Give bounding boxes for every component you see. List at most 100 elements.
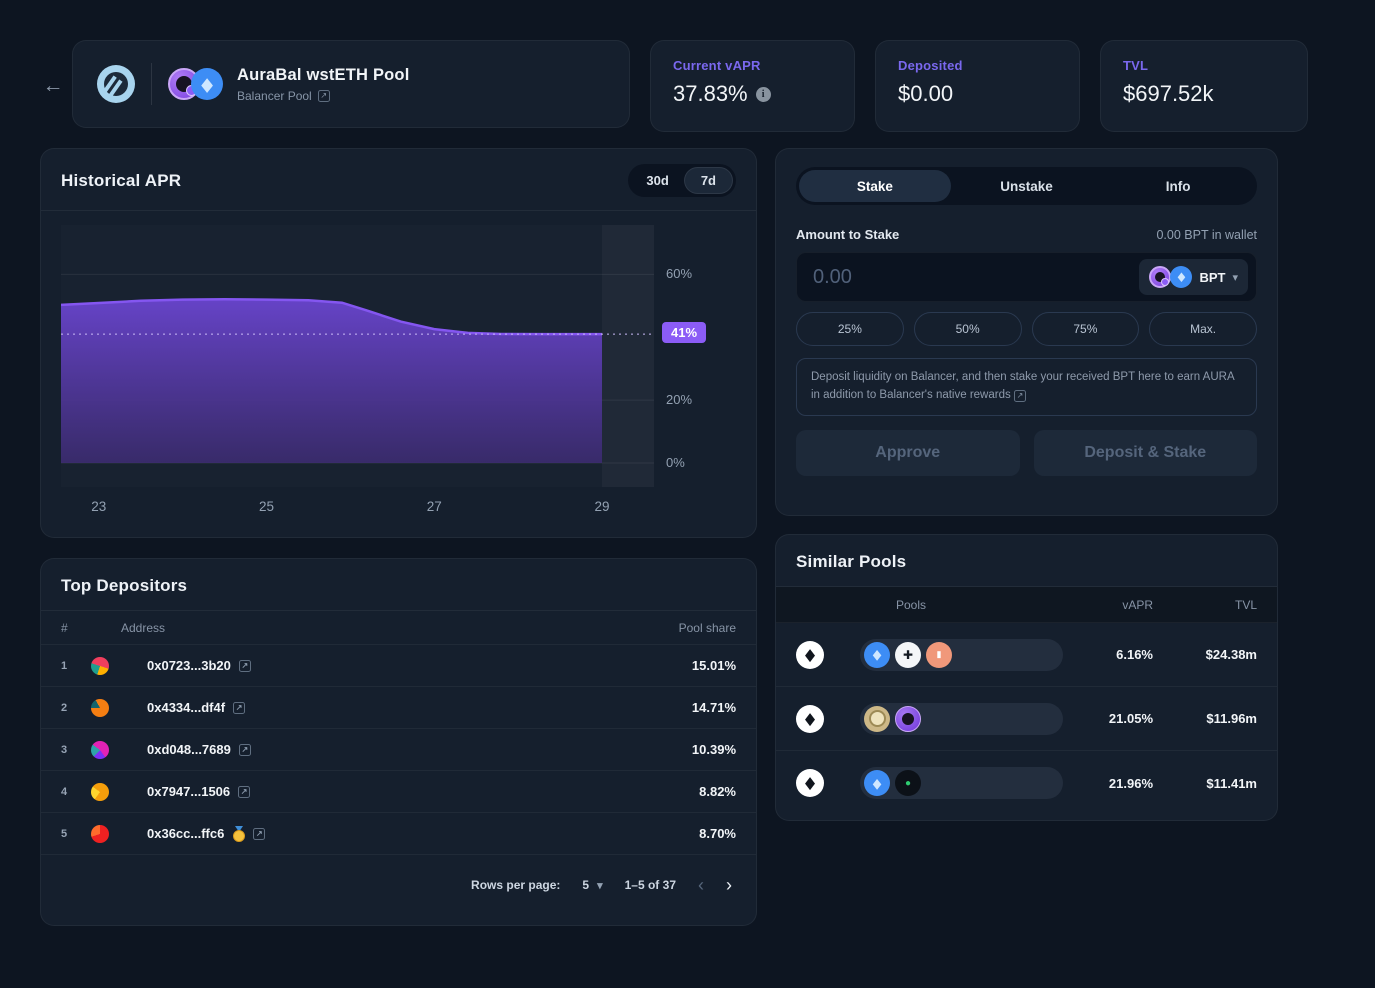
stake-panel-card: Stake Unstake Info Amount to Stake 0.00 … <box>775 148 1278 516</box>
col-vapr: vAPR <box>1122 597 1153 612</box>
depositors-title: Top Depositors <box>41 559 756 611</box>
percent-25-button[interactable]: 25% <box>796 312 904 346</box>
table-row[interactable]: 2 0x4334...df4f ↗ 14.71% <box>41 687 756 729</box>
apr-chart-x-axis: 23 25 27 29 <box>61 493 736 523</box>
stat-value: $0.00 <box>898 81 954 106</box>
external-link-icon[interactable]: ↗ <box>1013 389 1026 402</box>
x-axis-tick: 29 <box>594 499 610 514</box>
wsteth-token-icon <box>864 770 890 796</box>
col-pools: Pools <box>896 597 927 612</box>
table-row[interactable]: 1 0x0723...3b20 ↗ 15.01% <box>41 645 756 687</box>
toggle-7d[interactable]: 7d <box>683 167 733 194</box>
reth-token-icon <box>926 641 952 668</box>
next-page-button[interactable]: › <box>726 875 732 895</box>
chevron-down-icon: ▾ <box>597 879 603 892</box>
pool-share: 14.71% <box>691 700 736 715</box>
external-link-icon[interactable]: ↗ <box>253 827 266 840</box>
aurabal-token-icon <box>1149 266 1172 288</box>
prev-page-button[interactable]: ‹ <box>698 875 704 895</box>
token-select[interactable]: BPT ▾ <box>1139 259 1248 295</box>
x-axis-tick: 25 <box>258 499 274 514</box>
stat-label: Deposited <box>898 58 963 73</box>
tab-stake[interactable]: Stake <box>799 170 951 202</box>
table-row[interactable]: 5 0x36cc...ffc6 ↗ 8.70% <box>41 813 756 855</box>
similar-pools-header-row: Pools vAPR TVL <box>776 587 1277 623</box>
info-icon[interactable]: i <box>755 86 771 102</box>
external-link-icon[interactable]: ↗ <box>238 743 251 756</box>
external-link-icon[interactable]: ↗ <box>238 785 251 798</box>
historical-apr-card: Historical APR 30d 7d 60% 20% 0% 41% 23 25 27… <box>40 148 757 538</box>
x-axis-tick: 27 <box>426 499 442 514</box>
y-axis-tick: 0% <box>666 455 685 470</box>
amount-label: Amount to Stake <box>796 227 900 242</box>
address-link[interactable]: 0x0723...3b20 ↗ <box>147 658 692 673</box>
similar-pools-card: Similar Pools Pools vAPR TVL <box>775 534 1278 821</box>
stat-card-vapr: Current vAPR 37.83% i <box>650 40 855 132</box>
table-row[interactable]: 3 0xd048...7689 ↗ 10.39% <box>41 729 756 771</box>
col-share: Pool share <box>678 620 736 635</box>
white-token-icon <box>895 641 921 668</box>
wallet-balance: 0.00 BPT in wallet <box>1156 227 1257 242</box>
depositors-header-row: # Address Pool share <box>41 611 756 645</box>
aura-protocol-icon <box>97 65 135 103</box>
toggle-30d[interactable]: 30d <box>646 173 669 188</box>
stake-tabs: Stake Unstake Info <box>796 167 1257 205</box>
pagination: Rows per page: 5 ▾ 1–5 of 37 ‹ › <box>41 855 756 915</box>
percent-50-button[interactable]: 50% <box>913 312 1022 346</box>
external-link-icon[interactable]: ↗ <box>233 701 246 714</box>
percent-75-button[interactable]: 75% <box>1031 312 1140 346</box>
address-link[interactable]: 0x7947...1506 ↗ <box>147 784 699 799</box>
stat-card-deposited: Deposited $0.00 <box>875 40 1080 132</box>
wsteth-token-icon <box>191 68 223 100</box>
rows-per-page-select[interactable]: 5 ▾ <box>582 878 603 892</box>
pool-title: AuraBal wstETH Pool <box>237 65 410 84</box>
col-tvl: TVL <box>1234 597 1257 612</box>
current-apr-badge: 41% <box>662 322 707 344</box>
deposit-stake-button[interactable]: Deposit & Stake <box>1033 429 1257 476</box>
wsteth-token-icon <box>1170 266 1193 288</box>
aura-token-icon <box>895 705 921 732</box>
table-row[interactable]: 4 0x7947...1506 ↗ 8.82% <box>41 771 756 813</box>
token-symbol: BPT <box>1199 269 1226 285</box>
pool-token-group <box>860 702 1063 735</box>
percent-buttons: 25% 50% 75% Max. <box>796 312 1257 346</box>
medal-icon <box>232 825 246 842</box>
page-range: 1–5 of 37 <box>624 878 676 892</box>
stat-value: $697.52k <box>1123 81 1214 106</box>
apr-chart-plot[interactable]: 60% 20% 0% 41% <box>60 225 736 487</box>
top-row: ← AuraBal wstETH Pool Balancer Pool ↗ <box>40 40 1375 132</box>
balancer-pool-link[interactable]: Balancer Pool ↗ <box>237 89 410 103</box>
range-toggle: 30d 7d <box>628 164 736 197</box>
pool-vapr: 21.05% <box>1108 711 1153 726</box>
similar-pool-row[interactable]: 6.16% $24.38m <box>776 623 1277 687</box>
pool-token-group <box>860 767 1063 799</box>
percent-max-button[interactable]: Max. <box>1149 312 1257 346</box>
pool-token-group <box>860 638 1063 671</box>
address-link[interactable]: 0x4334...df4f ↗ <box>147 700 692 715</box>
tab-info[interactable]: Info <box>1165 178 1191 194</box>
external-link-icon[interactable]: ↗ <box>238 659 251 672</box>
divider <box>151 63 152 105</box>
similar-pool-row[interactable]: 21.96% $11.41m <box>776 751 1277 815</box>
address-avatar <box>91 656 109 675</box>
stat-card-tvl: TVL $697.52k <box>1100 40 1308 132</box>
pool-vapr: 21.96% <box>1108 775 1153 791</box>
x-axis-tick: 23 <box>91 499 107 514</box>
pool-tvl: $11.96m <box>1206 711 1257 726</box>
top-depositors-card: Top Depositors # Address Pool share 1 0x… <box>40 558 757 926</box>
chevron-down-icon: ▾ <box>1232 271 1238 284</box>
address-link[interactable]: 0xd048...7689 ↗ <box>147 742 692 757</box>
pool-vapr: 6.16% <box>1116 647 1153 662</box>
external-link-icon[interactable]: ↗ <box>317 89 330 102</box>
back-button[interactable]: ← <box>40 40 66 132</box>
amount-input[interactable] <box>813 265 1140 289</box>
address-avatar <box>91 740 109 759</box>
stat-label: TVL <box>1123 58 1149 73</box>
pool-header-card: AuraBal wstETH Pool Balancer Pool ↗ <box>72 40 630 128</box>
tab-unstake[interactable]: Unstake <box>1000 178 1053 194</box>
approve-button[interactable]: Approve <box>796 429 1020 476</box>
similar-pool-row[interactable]: 21.05% $11.96m <box>776 687 1277 751</box>
wsteth-token-icon <box>864 641 890 668</box>
eth-chain-icon <box>796 640 824 669</box>
address-link[interactable]: 0x36cc...ffc6 ↗ <box>147 825 699 842</box>
